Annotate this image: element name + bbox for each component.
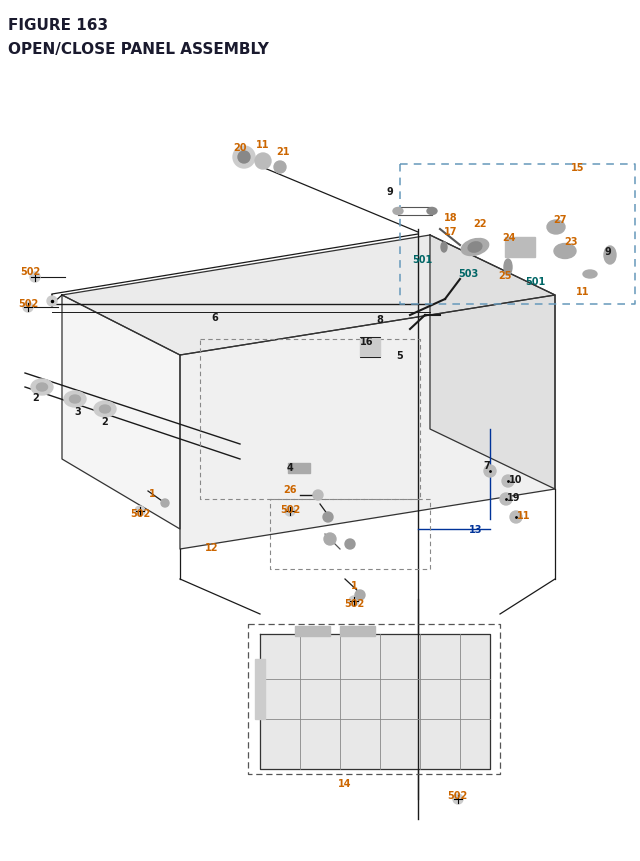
Text: 11: 11: [256, 139, 269, 150]
Ellipse shape: [393, 208, 403, 215]
Bar: [360, 338, 380, 357]
Polygon shape: [430, 236, 555, 489]
Text: 502: 502: [18, 299, 38, 308]
Circle shape: [500, 493, 512, 505]
Text: 11: 11: [517, 511, 531, 520]
Bar: [255, 660, 265, 719]
Circle shape: [324, 533, 336, 545]
Ellipse shape: [504, 260, 512, 276]
Circle shape: [502, 475, 514, 487]
Text: 502: 502: [20, 267, 40, 276]
Circle shape: [313, 491, 323, 500]
Ellipse shape: [441, 243, 447, 253]
Text: 4: 4: [287, 462, 293, 473]
Text: 19: 19: [508, 492, 521, 503]
Circle shape: [233, 147, 255, 169]
Circle shape: [23, 303, 33, 313]
Ellipse shape: [583, 270, 597, 279]
Ellipse shape: [461, 239, 489, 257]
Ellipse shape: [64, 392, 86, 407]
Ellipse shape: [70, 395, 81, 404]
Ellipse shape: [36, 383, 47, 392]
Text: 502: 502: [447, 790, 467, 800]
Circle shape: [255, 154, 271, 170]
Text: 20: 20: [233, 143, 247, 152]
Text: 9: 9: [387, 187, 394, 197]
Text: OPEN/CLOSE PANEL ASSEMBLY: OPEN/CLOSE PANEL ASSEMBLY: [8, 42, 269, 57]
Polygon shape: [260, 635, 490, 769]
Circle shape: [510, 511, 522, 523]
Text: 8: 8: [376, 314, 383, 325]
Text: 12: 12: [205, 542, 219, 553]
Text: 501: 501: [412, 255, 432, 264]
Circle shape: [30, 273, 40, 282]
Bar: [505, 238, 535, 257]
Text: 27: 27: [553, 214, 567, 225]
Circle shape: [345, 539, 355, 549]
Text: 7: 7: [484, 461, 490, 470]
Text: 9: 9: [605, 247, 611, 257]
Ellipse shape: [99, 406, 111, 413]
Text: 503: 503: [458, 269, 478, 279]
Text: 10: 10: [509, 474, 523, 485]
Text: 21: 21: [276, 147, 290, 157]
Text: 5: 5: [397, 350, 403, 361]
Bar: [340, 626, 375, 636]
Circle shape: [274, 162, 286, 174]
Circle shape: [355, 591, 365, 600]
Text: 501: 501: [525, 276, 545, 287]
Ellipse shape: [94, 401, 116, 418]
Bar: [295, 626, 330, 636]
Circle shape: [484, 466, 496, 478]
Circle shape: [453, 794, 463, 804]
Circle shape: [323, 512, 333, 523]
Ellipse shape: [604, 247, 616, 264]
Circle shape: [135, 506, 145, 517]
Ellipse shape: [554, 245, 576, 259]
Bar: [288, 463, 310, 474]
Circle shape: [349, 597, 359, 606]
Text: 18: 18: [444, 213, 458, 223]
Text: 502: 502: [344, 598, 364, 608]
Ellipse shape: [468, 243, 482, 253]
Circle shape: [285, 506, 295, 517]
Ellipse shape: [31, 380, 53, 395]
Text: 17: 17: [444, 226, 458, 237]
Text: 15: 15: [572, 163, 585, 173]
Polygon shape: [62, 295, 180, 530]
Text: FIGURE 163: FIGURE 163: [8, 18, 108, 33]
Circle shape: [47, 297, 57, 307]
Text: 502: 502: [130, 508, 150, 518]
Polygon shape: [180, 295, 555, 549]
Text: 11: 11: [576, 287, 589, 297]
Polygon shape: [62, 236, 555, 356]
Text: 1: 1: [148, 488, 156, 499]
Text: 25: 25: [499, 270, 512, 281]
Ellipse shape: [427, 208, 437, 215]
Text: 26: 26: [284, 485, 297, 494]
Text: 3: 3: [75, 406, 81, 417]
Text: 2: 2: [102, 417, 108, 426]
Text: 16: 16: [360, 337, 374, 347]
Text: 502: 502: [280, 505, 300, 514]
Text: 22: 22: [473, 219, 487, 229]
Text: 1: 1: [351, 580, 357, 591]
Circle shape: [161, 499, 169, 507]
Text: 6: 6: [212, 313, 218, 323]
Text: 24: 24: [502, 232, 516, 243]
Text: 2: 2: [33, 393, 40, 403]
Text: 23: 23: [564, 237, 578, 247]
Text: 14: 14: [339, 778, 352, 788]
Text: 13: 13: [469, 524, 483, 535]
Ellipse shape: [547, 220, 565, 235]
Circle shape: [238, 152, 250, 164]
